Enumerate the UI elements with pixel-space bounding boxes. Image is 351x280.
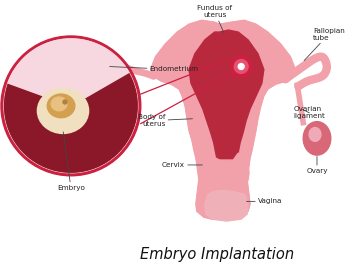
Text: Fundus of
uterus: Fundus of uterus (197, 5, 232, 33)
Text: Fallopian
tube: Fallopian tube (304, 27, 345, 60)
Polygon shape (189, 30, 264, 190)
Ellipse shape (303, 122, 331, 155)
Text: Ovarian
ligament: Ovarian ligament (293, 106, 325, 119)
Circle shape (63, 100, 67, 104)
Ellipse shape (309, 128, 321, 141)
Text: Endometrium: Endometrium (110, 66, 199, 73)
Text: Body of
uterus: Body of uterus (138, 114, 193, 127)
Polygon shape (4, 73, 138, 173)
Circle shape (4, 39, 138, 173)
Polygon shape (205, 191, 248, 221)
Polygon shape (199, 153, 249, 197)
Polygon shape (8, 39, 129, 106)
Circle shape (238, 64, 244, 69)
Polygon shape (151, 20, 295, 219)
Ellipse shape (38, 88, 88, 134)
Ellipse shape (51, 97, 67, 111)
Text: Cervix: Cervix (162, 162, 203, 168)
Circle shape (1, 36, 141, 176)
Text: Embryo Implantation: Embryo Implantation (139, 247, 294, 262)
Circle shape (234, 60, 248, 73)
Text: Vagina: Vagina (246, 198, 282, 204)
Text: Embryo: Embryo (57, 132, 85, 191)
Ellipse shape (47, 94, 75, 118)
Circle shape (230, 56, 252, 77)
Text: Ovary: Ovary (306, 157, 328, 174)
